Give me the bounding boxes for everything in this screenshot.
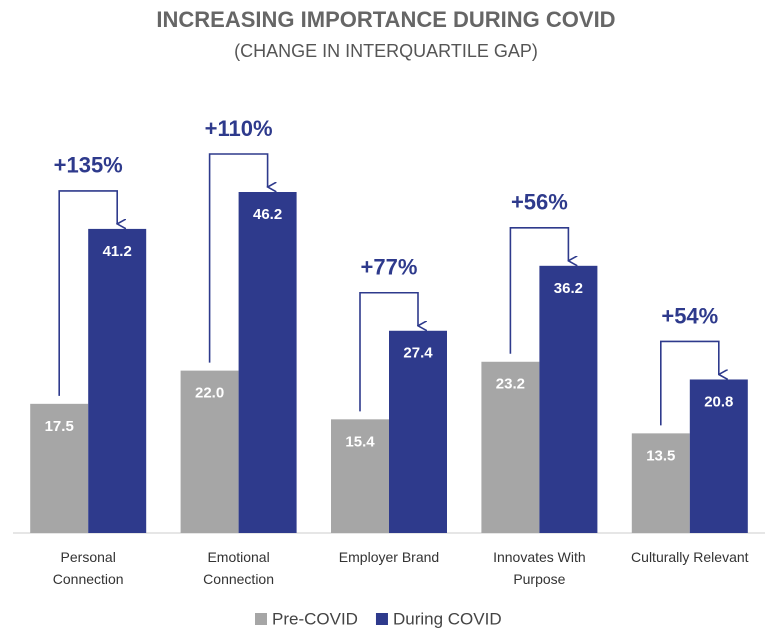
bar — [88, 228, 147, 533]
bar — [180, 370, 239, 533]
value-label: 36.2 — [554, 280, 583, 297]
x-tick-label: Employer Brand — [338, 549, 440, 565]
x-tick-label: Culturally Relevant — [631, 549, 749, 565]
annotation-bracket — [509, 227, 568, 354]
annotation: +135% — [54, 153, 123, 178]
bar — [331, 419, 389, 533]
annotation-bracket — [208, 153, 268, 363]
bar — [689, 379, 748, 533]
value-label: 27.4 — [403, 345, 433, 362]
annotation-bracket — [660, 340, 719, 426]
bar — [30, 403, 89, 533]
value-label: 22.0 — [195, 385, 224, 402]
value-label: 15.4 — [345, 433, 375, 450]
legend-label: Pre-COVID — [272, 609, 358, 628]
bar — [481, 361, 540, 533]
bar — [238, 192, 297, 533]
x-tick-label: Emotional Connection — [203, 549, 274, 587]
value-label: 46.2 — [253, 206, 282, 223]
value-label: 20.8 — [704, 393, 733, 410]
x-tick-label: Innovates With Purpose — [493, 549, 586, 587]
annotation: +110% — [205, 116, 273, 141]
bar — [539, 265, 598, 533]
annotation: +56% — [511, 190, 568, 215]
chart-subtitle: (CHANGE IN INTERQUARTILE GAP) — [234, 41, 538, 61]
x-tick-label: Personal Connection — [52, 549, 124, 587]
legend-swatch — [375, 613, 388, 625]
value-label: 17.5 — [45, 418, 74, 435]
legend-label: During COVID — [393, 609, 502, 628]
bar — [389, 330, 447, 533]
value-label: 13.5 — [646, 447, 675, 464]
annotation-bracket — [359, 291, 418, 412]
annotation-bracket — [58, 190, 117, 396]
value-label: 41.2 — [103, 243, 132, 260]
value-label: 23.2 — [496, 376, 525, 393]
annotation: +77% — [361, 255, 418, 280]
chart-title: INCREASING IMPORTANCE DURING COVID — [156, 7, 615, 32]
legend-swatch — [255, 613, 267, 625]
annotation: +54% — [661, 303, 718, 328]
bar — [631, 433, 690, 533]
